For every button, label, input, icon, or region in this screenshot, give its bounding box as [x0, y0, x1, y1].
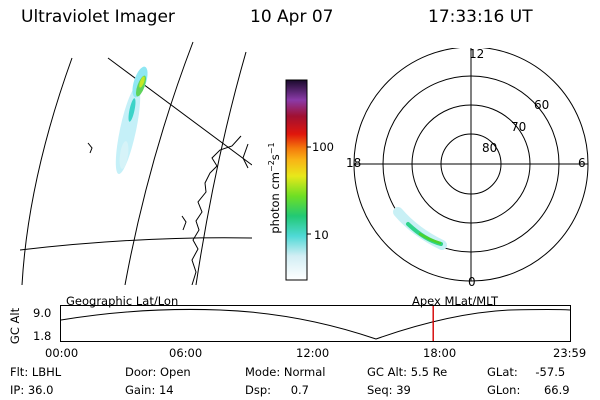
observation-date: 10 Apr 07 [250, 7, 334, 27]
colorbar-tick-label-100: 100 [312, 140, 334, 154]
dsp-value: 0.7 [290, 383, 309, 397]
lat-label-80: 80 [482, 141, 498, 155]
auroral-emission [115, 66, 148, 175]
gain-label: Gain: [125, 383, 156, 397]
mlt-label-6: 6 [578, 156, 586, 170]
mode-label: Mode: [245, 365, 281, 379]
seq-value: 39 [396, 383, 411, 397]
glat-label: GLat: [487, 365, 518, 379]
geographic-map-panel [20, 41, 252, 285]
filter-info: Flt: LBHL [10, 365, 61, 379]
timeline-frame [60, 305, 571, 342]
ip-info: IP: 36.0 [10, 383, 53, 397]
unit-exponent: −1 [267, 142, 276, 155]
timeline-right-label: Apex MLat/MLT [412, 294, 499, 308]
time-tick-0000: 00:00 [45, 346, 79, 360]
glat-value: -57.5 [535, 365, 566, 379]
time-tick-2359: 23:59 [553, 346, 587, 360]
colorbar-unit-label: photon cm−2s−1 [267, 128, 283, 248]
colorbar-scale [285, 79, 308, 281]
longitude-line [195, 51, 247, 285]
coastline [242, 143, 249, 169]
longitude-line [21, 57, 73, 285]
altitude-curve [60, 308, 571, 340]
timeline-left-label: Geographic Lat/Lon [66, 294, 179, 308]
seq-label: Seq: [367, 383, 393, 397]
time-tick-1800: 18:00 [423, 346, 457, 360]
unit-text: s [267, 154, 282, 161]
glon-value: 66.9 [543, 383, 570, 397]
instrument-title: Ultraviolet Imager [21, 7, 175, 27]
unit-text: photon cm [267, 171, 282, 234]
island-outline [181, 215, 187, 231]
timeline-axis-label: GC Alt [8, 307, 22, 345]
lat-label-70: 70 [511, 120, 527, 134]
filter-label: Flt: [10, 365, 29, 379]
mlt-label-18: 18 [346, 156, 362, 170]
mode-info: Mode: Normal [245, 365, 325, 379]
seq-info: Seq: 39 [367, 383, 411, 397]
gain-info: Gain: 14 [125, 383, 174, 397]
ip-value: 36.0 [27, 383, 54, 397]
gain-value: 14 [158, 383, 174, 397]
ip-label: IP: [10, 383, 25, 397]
mlt-label-12: 12 [469, 47, 485, 61]
lat-label-60: 60 [534, 98, 550, 112]
mlt-label-0: 0 [468, 275, 476, 289]
gcalt-label: GC Alt: [367, 365, 408, 379]
door-info: Door: Open [125, 365, 191, 379]
coastline [87, 142, 93, 154]
time-tick-0600: 06:00 [169, 346, 203, 360]
glat-info: GLat: -57.5 [487, 365, 565, 379]
intensity-colorbar [285, 79, 311, 281]
longitude-line [124, 41, 194, 285]
dsp-label: Dsp: [245, 383, 272, 397]
polar-auroral-arc [393, 207, 447, 250]
door-value: Open [159, 365, 191, 379]
dsp-info: Dsp: 0.7 [245, 383, 309, 397]
timeline-ytick-low: 1.8 [33, 329, 52, 343]
timeline-ytick-high: 9.0 [33, 306, 52, 320]
time-tick-1200: 12:00 [296, 346, 330, 360]
colorbar-tick-label-10: 10 [314, 228, 329, 242]
mode-value: Normal [283, 365, 326, 379]
gcalt-info: GC Alt: 5.5 Re [367, 365, 447, 379]
polar-magnetic-grid [353, 48, 589, 282]
glon-info: GLon: 66.9 [487, 383, 570, 397]
unit-exponent: −2 [267, 160, 276, 172]
filter-value: LBHL [31, 365, 62, 379]
coastline [191, 135, 242, 285]
glon-label: GLon: [487, 383, 521, 397]
altitude-timeline [60, 305, 571, 342]
latitude-line [20, 237, 252, 251]
gcalt-value: 5.5 Re [410, 365, 448, 379]
observation-time: 17:33:16 UT [428, 7, 533, 27]
door-label: Door: [125, 365, 157, 379]
